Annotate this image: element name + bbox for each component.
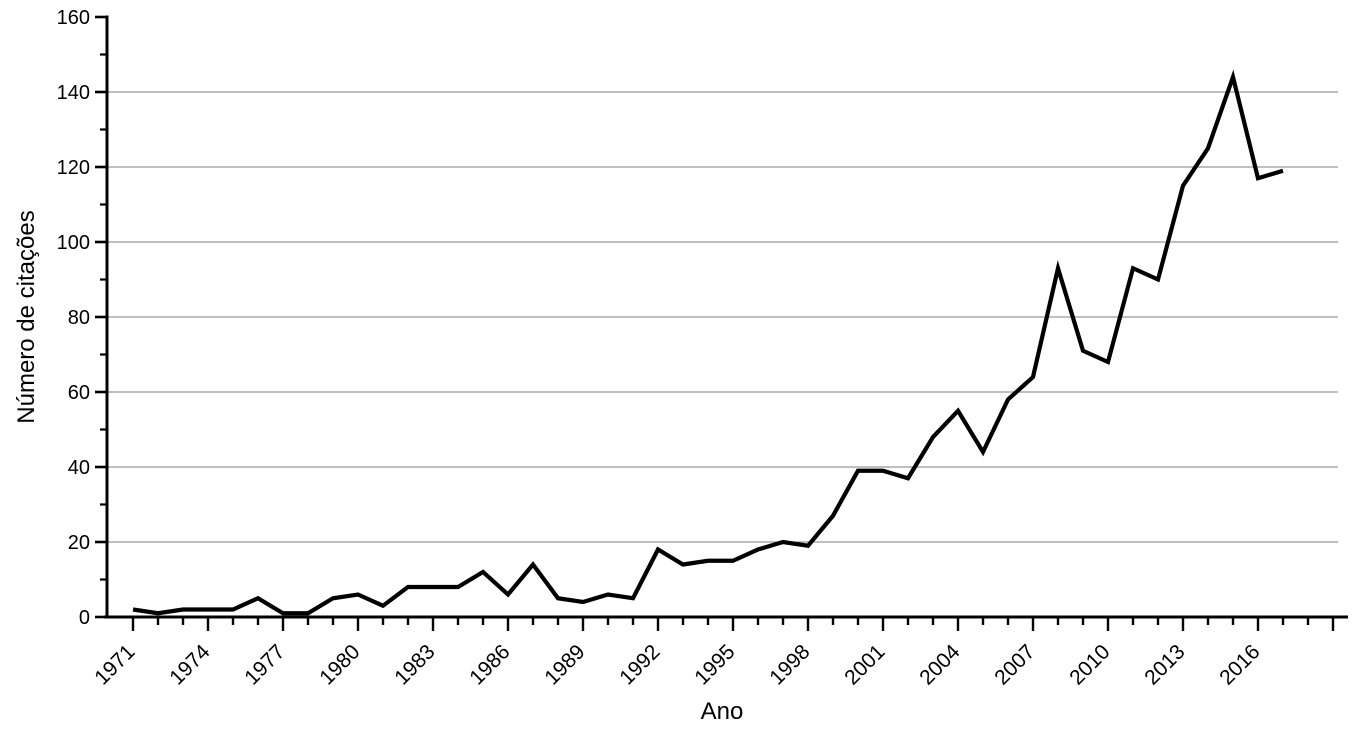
y-tick-label: 20 — [68, 532, 90, 554]
y-tick-label: 120 — [57, 157, 90, 179]
x-tick-label: 1983 — [390, 640, 439, 689]
y-tick-label: 100 — [57, 232, 90, 254]
x-tick-label: 1998 — [765, 640, 814, 689]
x-tick-label: 2013 — [1140, 640, 1189, 689]
x-tick-label: 1980 — [315, 640, 364, 689]
y-tick-label: 80 — [68, 307, 90, 329]
x-tick-label: 2016 — [1215, 640, 1264, 689]
x-axis-title: Ano — [700, 698, 744, 725]
y-tick-label: 160 — [57, 7, 90, 29]
x-tick-label: 1977 — [240, 640, 289, 689]
x-tick-label: 1974 — [165, 640, 215, 690]
x-tick-label: 1986 — [465, 640, 514, 689]
y-tick-label: 40 — [68, 457, 90, 479]
y-axis-title: Número de citações — [13, 210, 40, 424]
x-tick-label: 1971 — [90, 640, 139, 689]
x-tick-label: 1995 — [690, 640, 739, 689]
x-tick-label: 2001 — [840, 640, 889, 689]
data-polyline — [132, 69, 1284, 616]
x-tick-label: 2004 — [915, 640, 965, 690]
y-tick-label: 0 — [79, 607, 90, 629]
y-tick-label: 60 — [68, 382, 90, 404]
x-tick-label: 2010 — [1065, 640, 1114, 689]
y-tick-label: 140 — [57, 82, 90, 104]
x-tick-label: 1992 — [615, 640, 664, 689]
x-tick-label: 2007 — [990, 640, 1039, 689]
x-tick-label: 1989 — [540, 640, 589, 689]
